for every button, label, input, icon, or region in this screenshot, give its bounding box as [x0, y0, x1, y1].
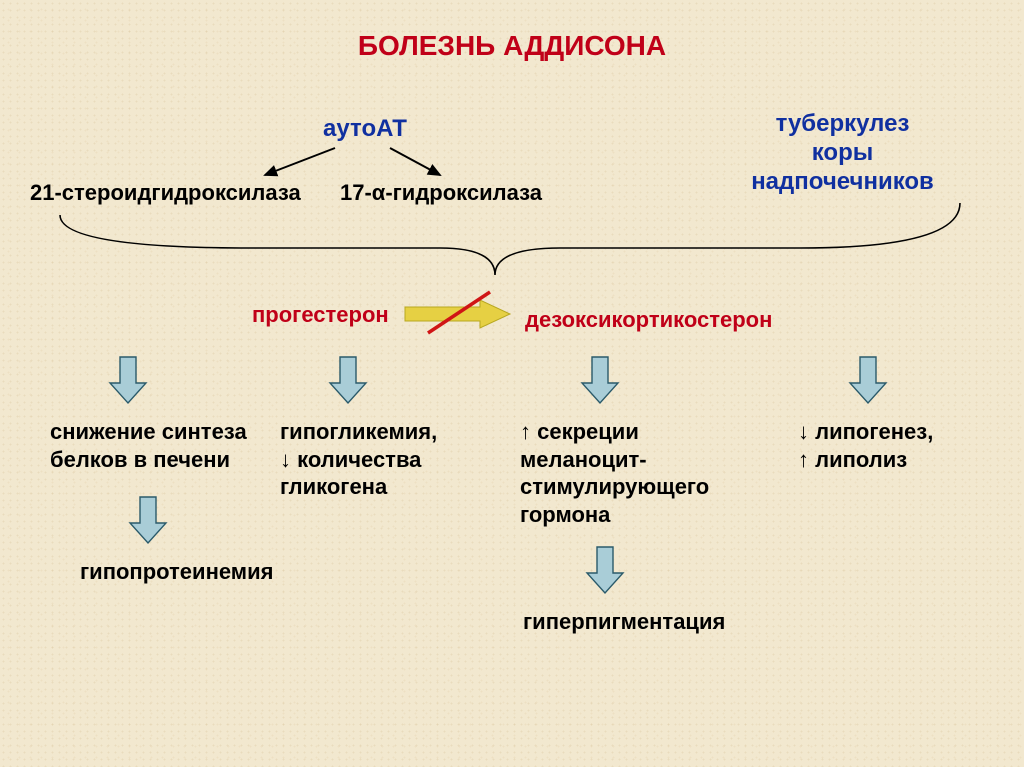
label-result1: гипопротеинемия	[80, 558, 273, 586]
label-effect1: снижение синтеза белков в печени	[50, 418, 247, 473]
page-title: БОЛЕЗНЬ АДДИСОНА	[0, 30, 1024, 62]
label-deoxy: дезоксикортикостерон	[525, 307, 772, 333]
label-autoat: аутоАТ	[300, 115, 430, 144]
label-progesterone: прогестерон	[252, 302, 389, 328]
label-effect4: ↓ липогенез, ↑ липолиз	[798, 418, 933, 473]
label-tuberculosis: туберкулез коры надпочечников	[730, 110, 955, 196]
label-effect2: гипогликемия, ↓ количества гликогена	[280, 418, 437, 501]
label-effect3: ↑ секреции меланоцит- стимулирующего гор…	[520, 418, 709, 528]
label-enzyme2: 17-α-гидроксилаза	[340, 180, 542, 206]
label-enzyme1: 21-стероидгидроксилаза	[30, 180, 301, 206]
label-result3: гиперпигментация	[523, 608, 725, 636]
